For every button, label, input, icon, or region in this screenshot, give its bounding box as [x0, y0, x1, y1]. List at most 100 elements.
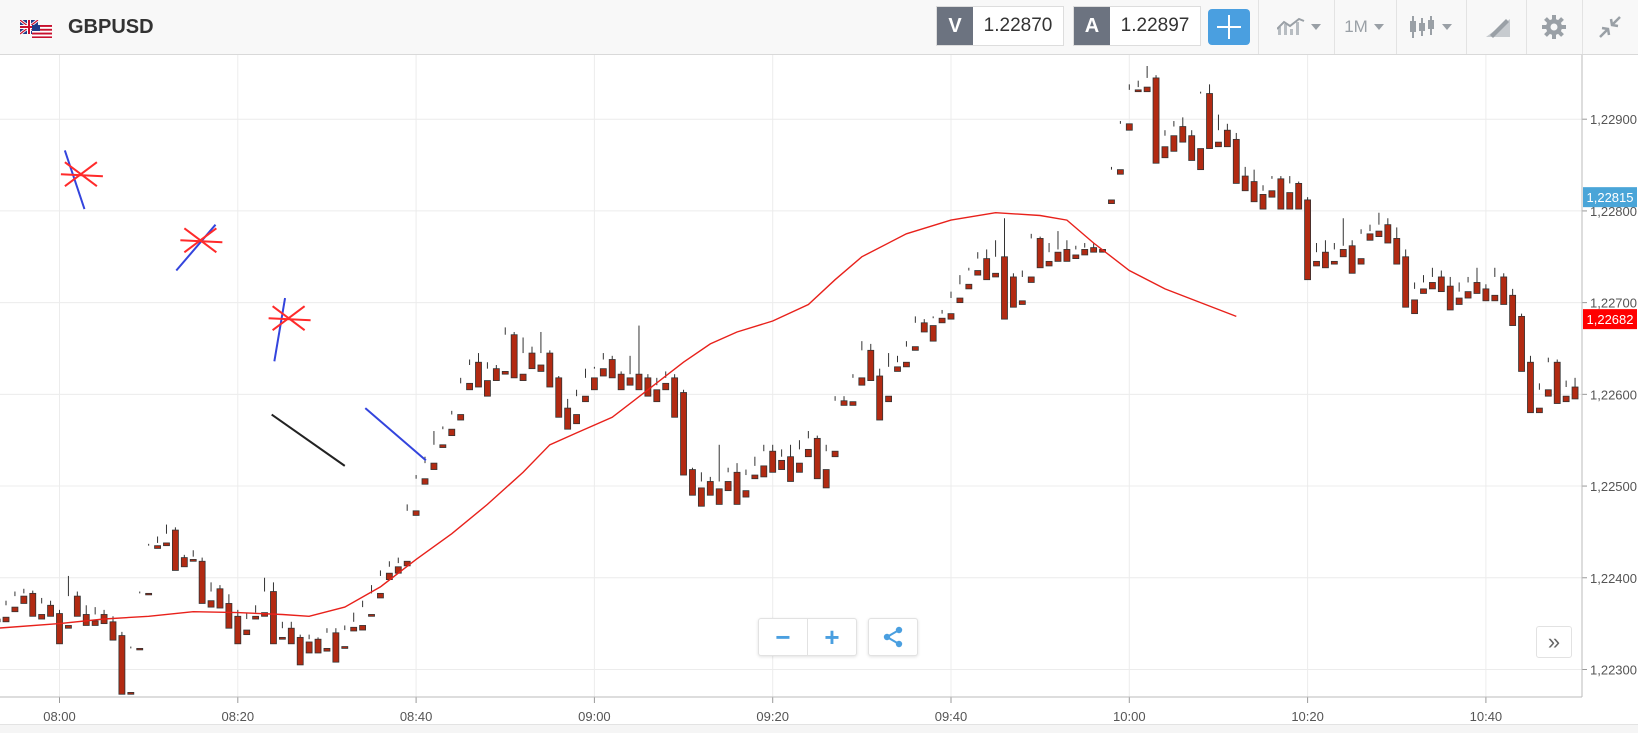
candle	[1055, 231, 1061, 261]
collapse-button[interactable]	[1588, 6, 1632, 48]
candle	[921, 319, 927, 332]
candle	[1207, 84, 1213, 148]
candle	[1046, 243, 1052, 266]
candle	[65, 576, 71, 628]
candle	[636, 326, 642, 390]
candle	[1028, 234, 1034, 283]
candle	[984, 249, 990, 279]
candle	[1322, 240, 1328, 268]
ask-price-box[interactable]: A 1.22897	[1073, 6, 1201, 46]
candle	[1260, 185, 1266, 209]
candle	[698, 472, 704, 506]
candle	[1367, 225, 1373, 241]
drawn-x-mark[interactable]	[269, 306, 311, 330]
timeframe-dropdown[interactable]: 1M	[1336, 6, 1392, 48]
zoom-out-button[interactable]: −	[759, 619, 807, 655]
candle	[1287, 176, 1293, 209]
candle	[172, 527, 178, 570]
x-tick-label: 08:00	[43, 709, 76, 724]
x-tick-label: 10:20	[1291, 709, 1324, 724]
drawing-tools-icon	[1484, 15, 1512, 39]
candle	[190, 550, 196, 561]
y-tick-label: 1,22600	[1590, 387, 1637, 402]
candle	[1394, 227, 1400, 264]
candle	[1456, 282, 1462, 304]
candle	[734, 463, 740, 504]
candle	[386, 561, 392, 579]
candle	[600, 353, 606, 376]
candle	[788, 445, 794, 482]
candle	[1563, 381, 1569, 402]
candle	[1492, 268, 1498, 301]
candle	[993, 240, 999, 277]
candle	[1251, 170, 1257, 202]
candle	[707, 477, 713, 495]
candle	[618, 371, 624, 389]
candle	[1349, 240, 1355, 273]
candle	[449, 411, 455, 436]
candle	[1162, 130, 1168, 158]
share-button[interactable]	[869, 619, 917, 655]
candle	[137, 592, 143, 650]
candle	[270, 582, 276, 643]
y-tick-label: 1,22300	[1590, 662, 1637, 677]
candle	[1501, 273, 1507, 304]
indicators-button[interactable]	[1268, 6, 1330, 48]
candle	[458, 378, 464, 420]
drawn-trend-line[interactable]	[272, 415, 345, 466]
candle	[92, 607, 98, 625]
candle	[1100, 200, 1106, 252]
candle	[262, 578, 268, 617]
x-tick-label: 08:20	[222, 709, 255, 724]
zoom-in-button[interactable]: +	[808, 619, 856, 655]
candle	[306, 635, 312, 653]
candle	[1171, 121, 1177, 151]
gear-icon	[1541, 14, 1567, 40]
scroll-right-button[interactable]: »	[1536, 626, 1572, 658]
chart-type-icon	[1408, 15, 1436, 39]
x-tick-label: 09:40	[935, 709, 968, 724]
drawn-x-mark[interactable]	[180, 228, 222, 252]
drawn-trend-line[interactable]	[365, 408, 426, 460]
candle	[1483, 284, 1489, 301]
candle	[1305, 197, 1311, 280]
candle	[1278, 176, 1284, 209]
candle	[681, 390, 687, 475]
candle	[57, 610, 63, 644]
candle	[556, 376, 562, 417]
ask-price: 1.22897	[1110, 7, 1200, 45]
settings-button[interactable]	[1532, 6, 1576, 48]
candle	[1403, 249, 1409, 307]
symbol-name: GBPUSD	[68, 16, 154, 39]
candle	[377, 570, 383, 598]
candle	[1242, 167, 1248, 191]
candle	[547, 350, 553, 387]
share-control	[868, 618, 918, 656]
drawing-tools-button[interactable]	[1476, 6, 1520, 48]
bid-price-box[interactable]: V 1.22870	[936, 6, 1064, 46]
candle	[529, 347, 535, 369]
candle	[823, 445, 829, 488]
candle	[1037, 237, 1043, 268]
candle	[440, 426, 446, 447]
candle	[1073, 246, 1079, 259]
candle	[484, 362, 490, 396]
candle	[1010, 273, 1016, 307]
candle	[1198, 92, 1204, 170]
price-badge: 1,22815	[1583, 187, 1637, 207]
candle	[333, 628, 339, 662]
drawn-x-mark[interactable]	[61, 162, 103, 186]
candle	[431, 431, 437, 470]
candle	[565, 399, 571, 429]
candle	[1465, 277, 1471, 298]
chart-type-button[interactable]	[1400, 6, 1460, 48]
candle	[1385, 218, 1391, 243]
candle	[903, 341, 909, 367]
crosshair-button[interactable]	[1208, 9, 1250, 45]
price-badge-label: 1,22682	[1587, 312, 1634, 327]
candle	[1064, 240, 1070, 261]
candle	[895, 356, 901, 372]
candle	[226, 594, 232, 628]
candle	[199, 558, 205, 604]
candle	[761, 445, 767, 477]
